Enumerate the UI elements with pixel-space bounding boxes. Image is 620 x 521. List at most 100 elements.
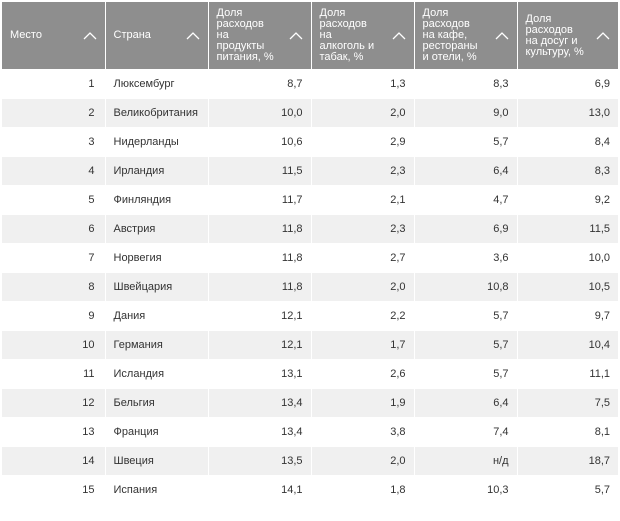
country-cell: Австрия <box>105 214 209 244</box>
leisure-share-cell: 18,7 <box>517 446 618 476</box>
food-share-cell: 11,8 <box>208 214 312 244</box>
column-country-header[interactable]: Страна <box>105 2 209 70</box>
rank-cell: 15 <box>2 475 106 505</box>
alcohol-share-cell: 1,3 <box>311 69 415 99</box>
cafe-share-cell: 7,4 <box>414 417 518 447</box>
food-share-cell: 11,7 <box>208 185 312 215</box>
alcohol-share-cell: 1,9 <box>311 388 415 418</box>
country-cell: Норвегия <box>105 243 209 273</box>
cafe-share-cell: 5,7 <box>414 330 518 360</box>
table-row: 1 Люксембург 8,7 1,3 8,3 6,9 <box>2 69 618 99</box>
cafe-share-cell: 6,4 <box>414 156 518 186</box>
rank-cell: 8 <box>2 272 106 302</box>
food-share-cell: 11,5 <box>208 156 312 186</box>
country-cell: Финляндия <box>105 185 209 215</box>
alcohol-share-cell: 3,8 <box>311 417 415 447</box>
rank-cell: 1 <box>2 69 106 99</box>
food-share-cell: 12,1 <box>208 301 312 331</box>
leisure-share-cell: 7,5 <box>517 388 618 418</box>
country-cell: Люксембург <box>105 69 209 99</box>
column-rank-header[interactable]: Место <box>2 2 106 70</box>
table-row: 5 Финляндия 11,7 2,1 4,7 9,2 <box>2 185 618 215</box>
column-alcohol-header[interactable]: Доля расходов на алкоголь и табак, % <box>311 2 415 70</box>
sort-chevron-up-icon[interactable] <box>83 31 97 40</box>
alcohol-share-cell: 2,0 <box>311 98 415 128</box>
alcohol-share-cell: 2,3 <box>311 156 415 186</box>
leisure-share-cell: 10,4 <box>517 330 618 360</box>
sort-chevron-up-icon[interactable] <box>392 31 406 40</box>
cafe-share-cell: 5,7 <box>414 127 518 157</box>
rank-cell: 13 <box>2 417 106 447</box>
column-rank-label: Место <box>10 29 42 41</box>
sort-chevron-up-icon[interactable] <box>289 31 303 40</box>
food-share-cell: 14,1 <box>208 475 312 505</box>
country-cell: Франция <box>105 417 209 447</box>
rank-cell: 10 <box>2 330 106 360</box>
country-cell: Швейцария <box>105 272 209 302</box>
table-row: 11 Исландия 13,1 2,6 5,7 11,1 <box>2 359 618 389</box>
column-cafe-header[interactable]: Доля расходов на кафе, рестораны и отели… <box>414 2 518 70</box>
column-food-header[interactable]: Доля расходов на продукты питания, % <box>208 2 312 70</box>
leisure-share-cell: 10,5 <box>517 272 618 302</box>
table-body: 1 Люксембург 8,7 1,3 8,3 6,9 2 Великобритания 10… <box>2 69 618 505</box>
cafe-share-cell: 5,7 <box>414 301 518 331</box>
table-row: 6 Австрия 11,8 2,3 6,9 11,5 <box>2 214 618 244</box>
alcohol-share-cell: 1,7 <box>311 330 415 360</box>
column-food-label: Доля расходов на продукты питания, % <box>216 7 274 63</box>
alcohol-share-cell: 2,6 <box>311 359 415 389</box>
food-share-cell: 12,1 <box>208 330 312 360</box>
country-cell: Дания <box>105 301 209 331</box>
leisure-share-cell: 11,5 <box>517 214 618 244</box>
food-share-cell: 10,6 <box>208 127 312 157</box>
country-cell: Ирландия <box>105 156 209 186</box>
rank-cell: 12 <box>2 388 106 418</box>
column-country-label: Страна <box>113 29 151 41</box>
alcohol-share-cell: 1,8 <box>311 475 415 505</box>
column-cafe-label: Доля расходов на кафе, рестораны и отели… <box>422 7 478 63</box>
sort-chevron-up-icon[interactable] <box>186 31 200 40</box>
leisure-share-cell: 9,7 <box>517 301 618 331</box>
table-row: 8 Швейцария 11,8 2,0 10,8 10,5 <box>2 272 618 302</box>
expenses-table: Место Страна Доля расходов на продукты пит… <box>2 2 618 505</box>
cafe-share-cell: 4,7 <box>414 185 518 215</box>
leisure-share-cell: 5,7 <box>517 475 618 505</box>
alcohol-share-cell: 2,2 <box>311 301 415 331</box>
cafe-share-cell: н/д <box>414 446 518 476</box>
rank-cell: 6 <box>2 214 106 244</box>
alcohol-share-cell: 2,7 <box>311 243 415 273</box>
rank-cell: 11 <box>2 359 106 389</box>
table-row: 14 Швеция 13,5 2,0 н/д 18,7 <box>2 446 618 476</box>
table-row: 15 Испания 14,1 1,8 10,3 5,7 <box>2 475 618 505</box>
leisure-share-cell: 13,0 <box>517 98 618 128</box>
column-leisure-label: Доля расходов на досуг и культуру, % <box>525 12 584 58</box>
food-share-cell: 13,4 <box>208 388 312 418</box>
table-row: 3 Нидерланды 10,6 2,9 5,7 8,4 <box>2 127 618 157</box>
cafe-share-cell: 6,4 <box>414 388 518 418</box>
sort-chevron-up-icon[interactable] <box>596 31 610 40</box>
country-cell: Бельгия <box>105 388 209 418</box>
header-row: Место Страна Доля расходов на продукты пит… <box>2 2 618 70</box>
cafe-share-cell: 3,6 <box>414 243 518 273</box>
leisure-share-cell: 8,4 <box>517 127 618 157</box>
leisure-share-cell: 8,3 <box>517 156 618 186</box>
table-row: 10 Германия 12,1 1,7 5,7 10,4 <box>2 330 618 360</box>
rank-cell: 3 <box>2 127 106 157</box>
alcohol-share-cell: 2,0 <box>311 446 415 476</box>
country-cell: Исландия <box>105 359 209 389</box>
rank-cell: 5 <box>2 185 106 215</box>
cafe-share-cell: 6,9 <box>414 214 518 244</box>
rank-cell: 2 <box>2 98 106 128</box>
country-cell: Швеция <box>105 446 209 476</box>
table-row: 13 Франция 13,4 3,8 7,4 8,1 <box>2 417 618 447</box>
column-leisure-header[interactable]: Доля расходов на досуг и культуру, % <box>517 2 618 70</box>
table-row: 9 Дания 12,1 2,2 5,7 9,7 <box>2 301 618 331</box>
table-row: 2 Великобритания 10,0 2,0 9,0 13,0 <box>2 98 618 128</box>
rank-cell: 9 <box>2 301 106 331</box>
leisure-share-cell: 10,0 <box>517 243 618 273</box>
rank-cell: 4 <box>2 156 106 186</box>
food-share-cell: 13,4 <box>208 417 312 447</box>
food-share-cell: 8,7 <box>208 69 312 99</box>
country-cell: Германия <box>105 330 209 360</box>
cafe-share-cell: 10,3 <box>414 475 518 505</box>
sort-chevron-up-icon[interactable] <box>495 31 509 40</box>
